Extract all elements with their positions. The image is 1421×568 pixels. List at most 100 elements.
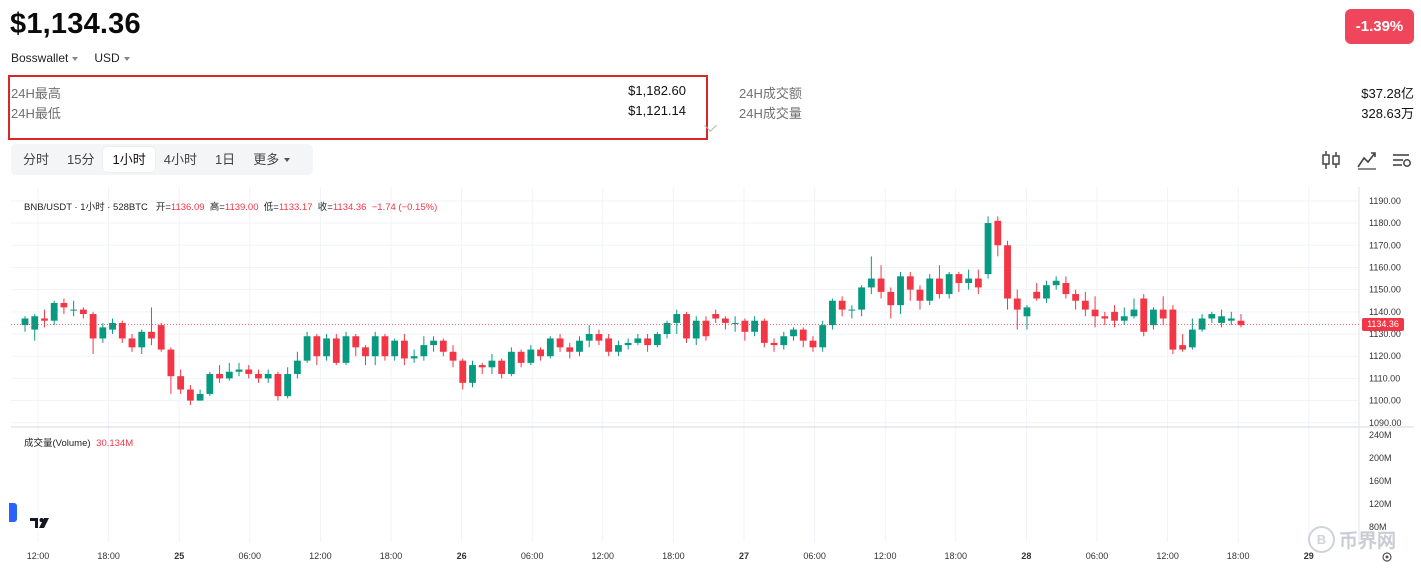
volume-tick-label: 200M: [1369, 453, 1392, 463]
candle-body: [449, 351, 457, 361]
x-tick-label: 12:00: [27, 551, 50, 561]
volume-tick-label: 240M: [1369, 430, 1392, 440]
candle-body: [371, 336, 379, 357]
x-tick-label: 25: [174, 551, 184, 561]
y-tick-label: 1100.00: [1369, 396, 1401, 406]
ohlc-legend: BNB/USDT · 1小时 · 528BTC 开=1136.09 高=1139…: [24, 202, 438, 213]
candle-body: [410, 356, 418, 359]
candle-body: [546, 338, 554, 357]
candle-body: [430, 340, 437, 346]
line-chart-icon[interactable]: [1356, 149, 1378, 171]
chart-grid: [11, 187, 1359, 542]
candle-body: [70, 309, 78, 311]
candle-body: [128, 338, 136, 348]
candle-body: [984, 223, 992, 275]
chevron-down-icon: [284, 158, 291, 162]
indicator-settings-icon[interactable]: [1391, 149, 1413, 171]
y-tick-label: 1090.00: [1369, 418, 1402, 428]
candle-body: [517, 351, 525, 363]
candle-body: [926, 278, 934, 301]
candle-body: [99, 327, 107, 339]
candle-body: [537, 349, 544, 357]
candle-body: [605, 338, 613, 352]
legend-low: 1133.17: [278, 202, 313, 213]
candle-body: [225, 371, 233, 379]
source-selector[interactable]: Bosswallet: [11, 51, 79, 65]
candle-body: [566, 347, 574, 352]
tab-1h[interactable]: 1小时: [103, 147, 155, 172]
candle-body: [177, 376, 185, 390]
volume-tick-label: 120M: [1369, 499, 1392, 509]
candle-body: [955, 274, 963, 283]
x-tick-label: 27: [739, 551, 749, 561]
x-tick-label: 12:00: [309, 551, 332, 561]
tab-15m[interactable]: 15分: [67, 152, 95, 167]
interval-tabs: 分时 15分 1小时 4小时 1日 更多: [11, 144, 313, 175]
legend-symbol: BNB/USDT · 1小时 · 528BTC: [24, 202, 148, 213]
stat-turnover-label: 24H成交额: [739, 86, 802, 101]
candle-body: [556, 338, 564, 348]
tab-timeline[interactable]: 分时: [23, 152, 50, 167]
candle-body: [770, 342, 778, 346]
candle-body: [829, 300, 836, 326]
settings-gear-icon[interactable]: [1381, 551, 1393, 563]
volume-tick-label: 160M: [1369, 476, 1392, 486]
candle-body: [167, 349, 175, 377]
candle-body: [916, 289, 924, 301]
candle-body: [634, 338, 642, 343]
x-tick-label: 18:00: [945, 551, 968, 561]
x-tick-label: 12:00: [1156, 551, 1179, 561]
stat-low-label: 24H最低: [11, 106, 61, 121]
tab-1d[interactable]: 1日: [214, 152, 236, 167]
candle-body: [1013, 298, 1021, 310]
tab-more[interactable]: 更多: [244, 147, 299, 172]
x-tick-label: 18:00: [380, 551, 403, 561]
stat-volume: 24H成交量 328.63万: [739, 103, 1414, 122]
stat-volume-value: 328.63万: [1361, 106, 1414, 121]
currency-selector[interactable]: USD: [94, 51, 130, 65]
tab-4h[interactable]: 4小时: [163, 152, 197, 167]
tradingview-logo-icon[interactable]: [27, 513, 53, 533]
candle-body: [206, 373, 214, 394]
candle-body: [760, 320, 768, 343]
candle-body: [1052, 280, 1060, 286]
candle-body: [1072, 294, 1080, 301]
candle-body: [1159, 309, 1167, 319]
side-panel-toggle[interactable]: [9, 503, 17, 522]
candle-body: [1101, 316, 1109, 319]
candle-body: [1140, 298, 1148, 332]
candle-body: [1188, 329, 1196, 348]
candle-body: [867, 278, 875, 288]
last-price-tag: 1134.36: [1362, 318, 1404, 331]
candle-body: [936, 278, 943, 295]
candle-body: [255, 373, 262, 379]
volume-legend-value: 30.134M: [96, 438, 134, 449]
x-tick-label: 18:00: [1227, 551, 1250, 561]
x-tick-label: 06:00: [803, 551, 826, 561]
candle-body: [838, 300, 846, 310]
watermark-logo-icon: B: [1308, 526, 1335, 553]
candlestick-chart[interactable]: 1090.00 1100.00 1110.00 1120.00 1130.00 1140.…: [11, 187, 1414, 568]
y-tick-label: 1140.00: [1369, 307, 1401, 317]
candle-body: [60, 302, 68, 308]
candle-body: [1208, 314, 1216, 319]
candle-body: [400, 340, 408, 359]
chart-axes: 1090.00 1100.00 1110.00 1120.00 1130.00 1140.…: [11, 187, 1414, 561]
y-tick-label: 1190.00: [1369, 196, 1401, 206]
candle-body: [1120, 316, 1128, 321]
candle-body: [576, 340, 583, 352]
candle-body: [157, 325, 165, 350]
candle-body: [138, 331, 146, 348]
quote-selectors: Bosswallet USD: [11, 51, 130, 65]
candle-body: [1081, 300, 1089, 310]
candle-body: [527, 349, 535, 363]
price-change-badge: -1.39%: [1345, 9, 1414, 44]
candlestick-icon[interactable]: [1320, 149, 1342, 171]
watermark: B 币界网: [1308, 526, 1396, 553]
candle-body: [245, 369, 253, 374]
candle-body: [274, 373, 282, 397]
candle-body: [186, 389, 194, 401]
candle-body: [439, 340, 447, 352]
candle-body: [41, 318, 48, 321]
tab-more-label: 更多: [253, 152, 280, 167]
